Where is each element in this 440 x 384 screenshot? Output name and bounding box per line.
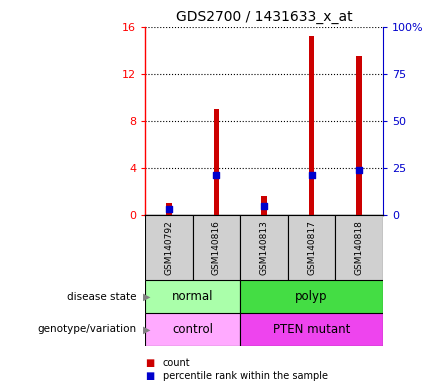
Bar: [261, 196, 267, 215]
Point: [356, 167, 363, 173]
Text: control: control: [172, 323, 213, 336]
Point: [260, 203, 268, 209]
Text: percentile rank within the sample: percentile rank within the sample: [163, 371, 328, 381]
Bar: [240, 215, 288, 280]
Point: [165, 206, 172, 212]
Bar: [309, 36, 314, 215]
Text: normal: normal: [172, 290, 213, 303]
Text: genotype/variation: genotype/variation: [37, 324, 136, 334]
Text: GSM140817: GSM140817: [307, 220, 316, 275]
Text: ▶: ▶: [143, 324, 150, 334]
Text: GSM140818: GSM140818: [355, 220, 363, 275]
Point: [213, 172, 220, 178]
Text: ■: ■: [145, 358, 154, 368]
Bar: [240, 280, 383, 313]
Text: GSM140816: GSM140816: [212, 220, 221, 275]
Bar: [145, 215, 193, 280]
Text: polyp: polyp: [295, 290, 328, 303]
Bar: [288, 215, 335, 280]
Bar: [335, 215, 383, 280]
Bar: [193, 215, 240, 280]
Point: [308, 172, 315, 178]
Bar: [356, 56, 362, 215]
Title: GDS2700 / 1431633_x_at: GDS2700 / 1431633_x_at: [176, 10, 352, 25]
Text: ▶: ▶: [143, 291, 150, 302]
Text: disease state: disease state: [67, 291, 136, 302]
Text: count: count: [163, 358, 191, 368]
Bar: [166, 203, 172, 215]
Text: GSM140792: GSM140792: [165, 220, 173, 275]
Text: PTEN mutant: PTEN mutant: [273, 323, 350, 336]
Bar: [145, 280, 240, 313]
Text: GSM140813: GSM140813: [260, 220, 268, 275]
Text: ■: ■: [145, 371, 154, 381]
Bar: [145, 313, 240, 346]
Bar: [240, 313, 383, 346]
Bar: [214, 109, 219, 215]
